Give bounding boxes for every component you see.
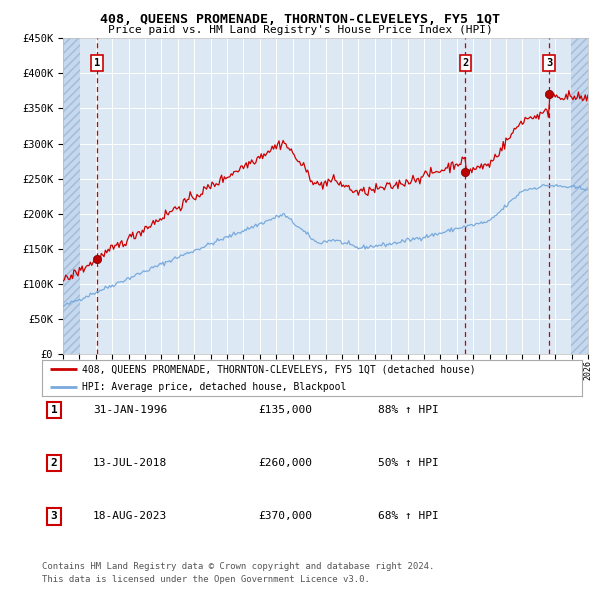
Text: 31-JAN-1996: 31-JAN-1996 [93,405,167,415]
Text: This data is licensed under the Open Government Licence v3.0.: This data is licensed under the Open Gov… [42,575,370,584]
Text: 2: 2 [50,458,58,468]
Text: Price paid vs. HM Land Registry's House Price Index (HPI): Price paid vs. HM Land Registry's House … [107,25,493,35]
Text: 1: 1 [50,405,58,415]
Text: HPI: Average price, detached house, Blackpool: HPI: Average price, detached house, Blac… [83,382,347,392]
Text: 50% ↑ HPI: 50% ↑ HPI [378,458,439,468]
Text: 1: 1 [94,58,100,68]
Text: 408, QUEENS PROMENADE, THORNTON-CLEVELEYS, FY5 1QT (detached house): 408, QUEENS PROMENADE, THORNTON-CLEVELEY… [83,365,476,375]
Text: 3: 3 [50,512,58,521]
Bar [571,38,588,354]
Text: £370,000: £370,000 [258,512,312,521]
Text: 88% ↑ HPI: 88% ↑ HPI [378,405,439,415]
Text: £260,000: £260,000 [258,458,312,468]
Bar [63,38,80,354]
Text: £135,000: £135,000 [258,405,312,415]
Text: 2: 2 [463,58,469,68]
Text: 68% ↑ HPI: 68% ↑ HPI [378,512,439,521]
Text: 13-JUL-2018: 13-JUL-2018 [93,458,167,468]
Text: 3: 3 [546,58,552,68]
Text: 408, QUEENS PROMENADE, THORNTON-CLEVELEYS, FY5 1QT: 408, QUEENS PROMENADE, THORNTON-CLEVELEY… [100,13,500,26]
Text: Contains HM Land Registry data © Crown copyright and database right 2024.: Contains HM Land Registry data © Crown c… [42,562,434,571]
Text: 18-AUG-2023: 18-AUG-2023 [93,512,167,521]
